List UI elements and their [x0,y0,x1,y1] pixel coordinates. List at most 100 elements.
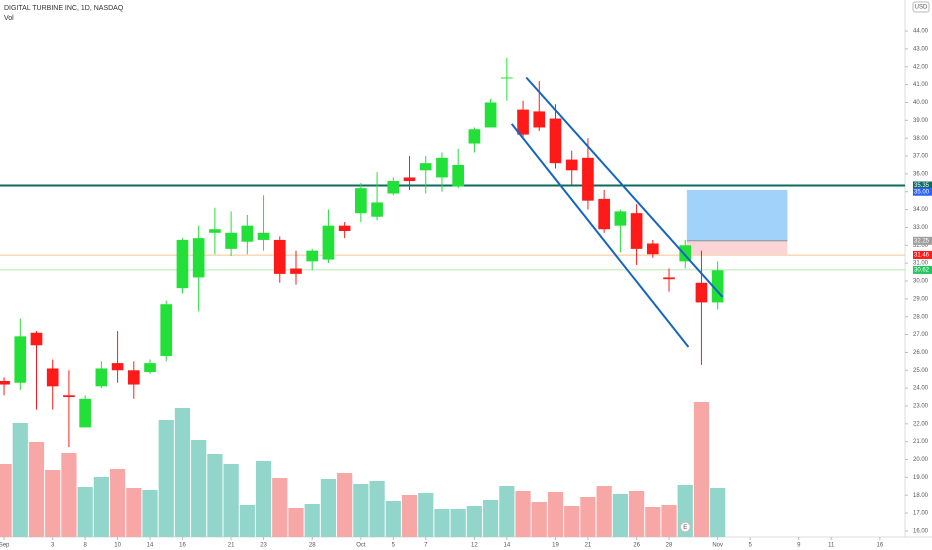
y-tick-label: 22.00 [913,421,929,427]
candle-body [241,225,254,242]
volume-bar [466,506,483,537]
candle-body [79,398,91,428]
price-tag [913,187,932,196]
candle-body [598,198,610,230]
volume-bar [612,494,628,537]
volume-bar [272,478,288,537]
x-tick-label: 16 [877,543,884,549]
candle-body [14,336,27,383]
candle-body [436,157,448,178]
volume-bar [580,497,596,537]
volume-bar [547,492,564,537]
y-tick-label: 25.00 [913,368,929,374]
candle-body [468,129,481,144]
price-tag-label: 30.62 [914,268,930,274]
x-tick-label: 26 [633,543,640,549]
y-tick-label: 17.00 [913,511,929,517]
candle-body [565,159,578,171]
candle-body [176,239,189,289]
y-tick-label: 18.00 [913,493,929,499]
x-tick-label: 14 [147,543,154,549]
chart-title: DIGITAL TURBINE INC, 1D, NASDAQ [4,5,124,12]
candle-body [711,270,724,303]
volume-bar [483,500,499,537]
volume-bar [385,501,401,537]
volume-bar [142,490,158,537]
volume-bar [531,502,547,537]
candle-body [371,202,383,217]
candle-body [695,282,708,303]
price-tag-label: 35.35 [914,183,930,189]
volume-bar [304,504,320,537]
price-tag-label: 35.00 [914,189,930,195]
volume-bar [223,464,239,537]
x-tick-label: 8 [83,543,87,549]
y-tick-label: 24.00 [913,386,929,392]
candle-body [0,380,10,385]
candle-body [387,181,400,194]
volume-bar [12,423,28,537]
y-tick-label: 32.00 [913,243,929,249]
price-tag-label: 32.25 [914,238,930,244]
candle-body [419,163,432,171]
x-tick-label: 28 [309,543,316,549]
price-tag [913,265,932,274]
volume-bar [45,470,61,537]
candle-body [127,370,140,385]
y-tick-label: 16.00 [913,529,929,535]
candle-body [500,77,513,79]
x-tick-label: Oct [356,543,366,549]
candle-body [338,225,351,232]
currency-box[interactable] [912,1,930,13]
candle-body [322,225,335,260]
y-tick-label: 20.00 [913,457,929,463]
x-tick-label: 23 [260,543,267,549]
y-tick-label: 41.00 [913,82,929,88]
x-tick-label: 10 [114,543,121,549]
candle-body [630,213,643,249]
volume-bar [434,509,450,537]
volume-bar [126,488,142,537]
candle-body [95,368,108,387]
candle-body [614,211,627,226]
y-tick-label: 40.00 [913,100,929,106]
volume-bar [77,487,93,537]
event-marker [679,521,691,533]
currency[interactable]: USD [915,5,928,11]
volume-label: Vol [4,15,14,22]
volume-bar [628,491,645,537]
volume-bar [239,505,255,537]
volume-bar [320,479,337,537]
volume-bar [288,508,304,537]
y-tick-label: 34.00 [913,207,929,213]
candle-body [517,109,529,135]
y-tick-label: 37.00 [913,154,929,160]
y-tick-label: 29.00 [913,296,929,302]
volume-bar [515,491,531,537]
x-tick-label: 9 [797,543,801,549]
y-tick-label: 31.00 [913,261,929,267]
volume-bar [28,442,45,537]
trendline [525,76,724,298]
candle-body [144,363,156,373]
candle-body [679,245,692,262]
volume-bar [255,461,272,537]
candle-body [663,277,675,280]
y-tick-label: 43.00 [913,46,929,52]
price-tag [913,181,932,190]
candle-body [257,232,270,240]
volume-bar [450,509,466,537]
x-tick-label: 11 [828,543,835,549]
candle-body [209,229,221,233]
candle-body [273,239,286,274]
x-tick-label: Sep [0,543,10,549]
x-tick-label: 28 [666,543,673,549]
candle-body [403,177,416,182]
y-tick-label: 27.00 [913,332,929,338]
x-tick-label: 16 [179,543,186,549]
volume-bar [353,484,369,537]
volume-bar [0,464,12,537]
candle-body [646,243,659,255]
volume-bar [61,453,77,537]
